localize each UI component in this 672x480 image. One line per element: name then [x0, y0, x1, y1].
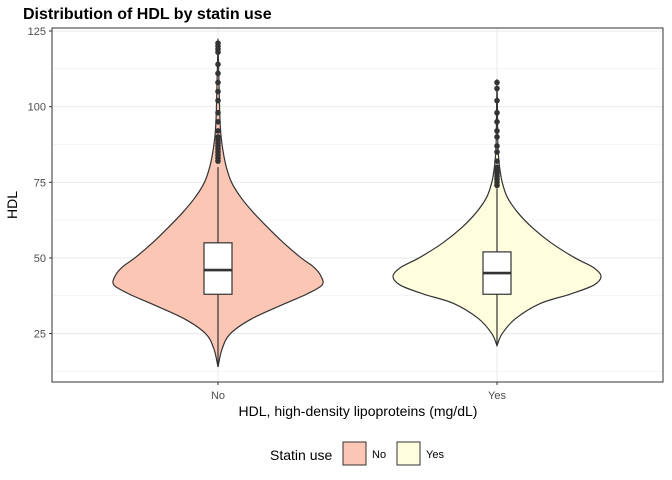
y-axis-title: HDL	[4, 191, 20, 219]
legend: Statin use No Yes	[270, 441, 444, 466]
y-tick-label: 125	[28, 26, 46, 38]
outlier-point	[215, 88, 221, 95]
outlier-point	[494, 164, 500, 170]
outlier-point	[494, 143, 500, 149]
outlier-point	[215, 109, 221, 116]
plot-panel-border	[51, 27, 664, 383]
x-axis-title: HDL, high-density lipoproteins (mg/dL)	[239, 403, 478, 419]
legend-key-no	[342, 441, 367, 466]
outlier-point	[494, 158, 500, 164]
outlier-point	[215, 40, 221, 46]
outlier-point	[215, 118, 221, 125]
outlier-point	[215, 79, 221, 86]
outlier-point	[215, 128, 221, 134]
outlier-point	[494, 109, 500, 116]
y-tick-label: 25	[34, 329, 46, 341]
outlier-point	[494, 79, 500, 86]
legend-label-no: No	[372, 449, 386, 461]
y-tick-label: 100	[28, 102, 46, 114]
outlier-point	[494, 85, 500, 92]
outlier-point	[494, 97, 500, 104]
y-tick-label: 75	[34, 177, 46, 189]
outlier-point	[494, 118, 500, 125]
outlier-point	[494, 128, 500, 134]
violins	[112, 38, 602, 368]
outlier-point	[215, 134, 221, 140]
outlier-point	[494, 149, 500, 155]
box-no	[203, 242, 233, 295]
outlier-point	[215, 97, 221, 104]
outlier-point	[494, 134, 500, 140]
chart-title: Distribution of HDL by statin use	[23, 6, 272, 23]
plot-panel	[52, 28, 663, 382]
legend-title: Statin use	[270, 447, 332, 463]
x-tick-label: No	[211, 390, 225, 402]
y-tick-label: 50	[34, 253, 46, 265]
outlier-point	[215, 70, 221, 77]
legend-key-yes	[396, 441, 421, 466]
y-axis: 25 50 75 100 125	[28, 26, 52, 341]
x-tick-label: Yes	[488, 390, 506, 402]
outlier-point	[215, 61, 221, 68]
x-axis: No Yes	[211, 382, 506, 402]
legend-label-yes: Yes	[426, 449, 444, 461]
